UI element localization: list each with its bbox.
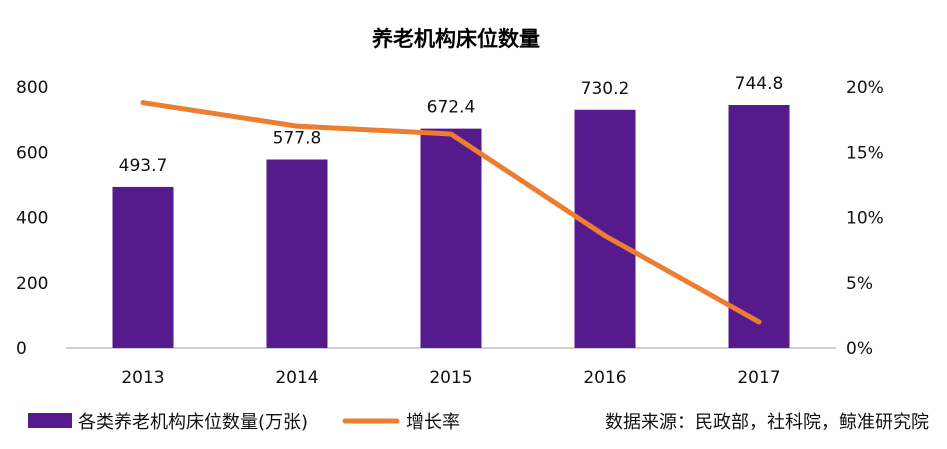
legend: 各类养老机构床位数量(万张) 增长率 (28, 412, 460, 433)
bar-value-label: 744.8 (735, 74, 784, 94)
left-tick-label: 400 (16, 209, 48, 229)
left-tick-label: 0 (16, 339, 27, 359)
bar-value-label: 493.7 (119, 156, 168, 176)
left-tick-label: 600 (16, 143, 48, 163)
left-tick-label: 200 (16, 274, 48, 294)
right-tick-label: 20% (846, 78, 884, 98)
bar-value-label: 672.4 (427, 98, 476, 118)
x-tick-label: 2015 (429, 368, 472, 388)
bar-value-label: 577.8 (273, 128, 322, 148)
right-tick-label: 10% (846, 209, 884, 229)
x-tick-label: 2013 (121, 368, 164, 388)
x-tick-label: 2014 (275, 368, 318, 388)
left-axis-ticks: 0 200 400 600 800 (16, 78, 48, 359)
bar-value-label: 730.2 (581, 79, 630, 99)
bar-data-labels: 493.7 577.8 672.4 730.2 744.8 (119, 74, 784, 176)
bar (728, 105, 790, 348)
legend-line-label: 增长率 (406, 412, 460, 433)
left-tick-label: 800 (16, 78, 48, 98)
growth-rate-point (756, 319, 762, 325)
growth-rate-point (140, 100, 146, 106)
bar (420, 128, 482, 348)
right-tick-label: 15% (846, 143, 884, 163)
right-axis-ticks: 0% 5% 10% 15% 20% (846, 78, 884, 359)
growth-rate-points (140, 100, 762, 325)
x-tick-label: 2017 (737, 368, 780, 388)
x-tick-label: 2016 (583, 368, 626, 388)
bar (574, 109, 636, 348)
bar-series (112, 105, 790, 348)
legend-bar-swatch (28, 413, 72, 428)
growth-rate-point (294, 123, 300, 129)
chart-title: 养老机构床位数量 (371, 27, 540, 51)
right-tick-label: 0% (846, 339, 873, 359)
growth-rate-point (448, 131, 454, 137)
source-note: 数据来源：民政部，社科院，鲸准研究院 (605, 412, 929, 433)
bar (112, 186, 174, 348)
legend-bar-label: 各类养老机构床位数量(万张) (78, 412, 308, 433)
right-tick-label: 5% (846, 274, 873, 294)
x-axis-ticks: 2013 2014 2015 2016 2017 (121, 368, 780, 388)
growth-rate-point (602, 233, 608, 239)
bar (266, 159, 328, 348)
